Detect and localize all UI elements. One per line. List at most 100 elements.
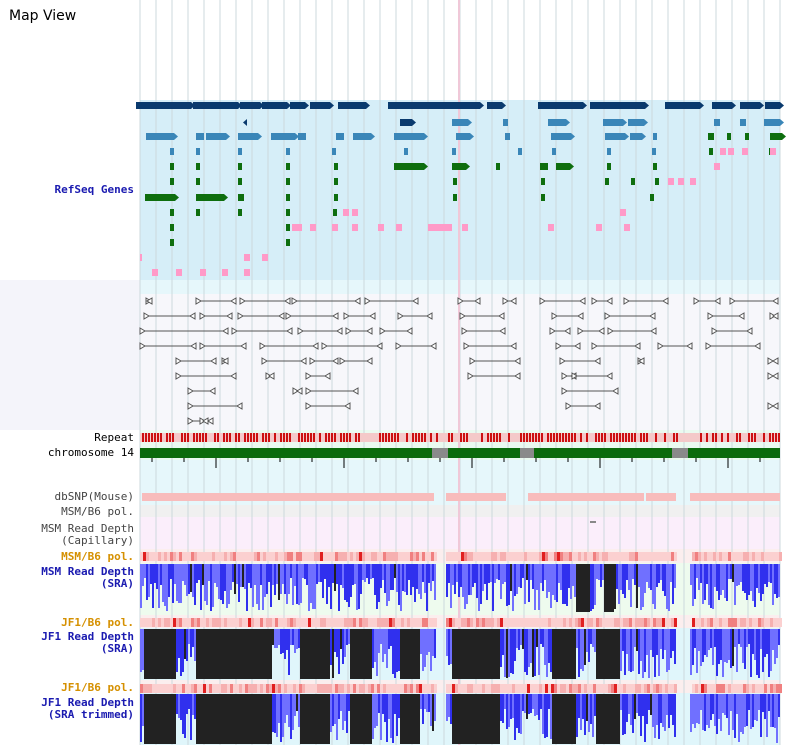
gene-feature bbox=[334, 194, 338, 201]
gene-feature bbox=[452, 163, 470, 170]
gene-feature bbox=[394, 133, 428, 140]
bac-end-pair bbox=[555, 342, 581, 350]
bac-end-pair bbox=[237, 312, 285, 320]
gene-feature bbox=[298, 133, 306, 140]
chromosome-bar bbox=[140, 448, 780, 458]
gene-feature bbox=[334, 163, 338, 170]
bac-end-pair bbox=[571, 372, 613, 380]
gene-feature bbox=[709, 148, 713, 155]
gene-feature bbox=[548, 119, 570, 126]
gene-feature bbox=[628, 119, 648, 126]
gene-feature bbox=[286, 148, 290, 155]
refseq-genes-label[interactable]: RefSeq Genes bbox=[54, 183, 134, 196]
gene-feature bbox=[631, 178, 635, 185]
bac-end-pair bbox=[637, 357, 645, 365]
bac-end-pair bbox=[565, 402, 601, 410]
gene-feature bbox=[605, 133, 629, 140]
bac-end-pair bbox=[259, 342, 319, 350]
bac-end-pair bbox=[397, 312, 433, 320]
bac-end-pair bbox=[145, 297, 153, 305]
bac-end-pair bbox=[343, 312, 376, 320]
pink-transcript bbox=[770, 148, 776, 155]
gene-feature bbox=[630, 133, 646, 140]
bac-end-pair bbox=[309, 357, 339, 365]
gene-feature bbox=[196, 133, 204, 140]
pink-transcript bbox=[428, 224, 452, 231]
jf1-b6-pol-label-1: JF1/B6 pol. bbox=[61, 616, 134, 629]
pink-transcript bbox=[690, 178, 696, 185]
bac-end-pair bbox=[591, 342, 641, 350]
gene-feature bbox=[290, 102, 309, 109]
chromosome-ideogram[interactable] bbox=[528, 50, 658, 66]
bac-end-pair bbox=[221, 357, 229, 365]
pink-transcript bbox=[352, 224, 358, 231]
axis-tick-label: 4800000 bbox=[190, 469, 237, 482]
bac-end-pair bbox=[187, 402, 243, 410]
gene-feature bbox=[238, 194, 244, 201]
bac-end-pair bbox=[305, 387, 359, 395]
bac-end-pair bbox=[175, 357, 217, 365]
gene-feature bbox=[745, 133, 749, 140]
bac-end-pair bbox=[395, 342, 437, 350]
bac-end-pair bbox=[285, 312, 339, 320]
gene-feature bbox=[170, 178, 174, 185]
gene-feature bbox=[400, 119, 416, 126]
dbsnp-label: dbSNP(Mouse) bbox=[54, 490, 134, 503]
gene-feature bbox=[456, 133, 474, 140]
axis-tick-label: 6000000 bbox=[574, 469, 621, 482]
chromosome-label: chromosome 14 bbox=[47, 446, 134, 459]
jf1-b6-pol-label-2: JF1/B6 pol. bbox=[61, 681, 134, 694]
gene-feature bbox=[286, 209, 290, 216]
msm-b6-pol-label-2: MSM/B6 pol. bbox=[61, 550, 134, 563]
bac-end-pair bbox=[231, 327, 293, 335]
gene-feature bbox=[404, 148, 408, 155]
gene-feature bbox=[170, 224, 174, 231]
gene-feature bbox=[496, 163, 500, 170]
jf1-depth-sra-label-1: JF1 Read Depth bbox=[41, 630, 134, 643]
bac-end-pair bbox=[305, 372, 331, 380]
bac-end-pair bbox=[459, 312, 505, 320]
bac-end-pair bbox=[175, 372, 237, 380]
gene-feature bbox=[240, 102, 264, 109]
chromosome-gap bbox=[520, 448, 534, 458]
pink-transcript bbox=[728, 148, 734, 155]
pink-transcript bbox=[200, 269, 206, 276]
gene-feature bbox=[607, 148, 611, 155]
gene-feature bbox=[540, 163, 548, 170]
pink-transcript bbox=[678, 178, 684, 185]
gene-feature bbox=[541, 194, 545, 201]
gene-feature bbox=[552, 148, 556, 155]
gene-feature bbox=[518, 148, 522, 155]
gene-feature bbox=[769, 148, 773, 155]
pink-transcript bbox=[292, 224, 302, 231]
gene-feature bbox=[708, 133, 714, 140]
axis-tick-label: 6400000 bbox=[702, 469, 749, 482]
pink-transcript bbox=[624, 224, 630, 231]
gene-feature bbox=[332, 148, 336, 155]
gene-feature bbox=[271, 133, 299, 140]
gene-feature bbox=[665, 102, 704, 109]
gene-feature bbox=[653, 163, 657, 170]
pink-transcript bbox=[720, 148, 726, 155]
bac-end-pair bbox=[239, 297, 291, 305]
msm-depth-sra-label-1: MSM Read Depth bbox=[41, 565, 134, 578]
bac-end-pair bbox=[469, 357, 521, 365]
bac-end-pair bbox=[143, 312, 196, 320]
pink-transcript bbox=[310, 224, 316, 231]
bac-end-pair bbox=[291, 297, 361, 305]
bac-end-pair bbox=[549, 327, 571, 335]
gene-feature bbox=[196, 209, 200, 216]
gene-feature bbox=[394, 163, 428, 170]
pink-transcript bbox=[742, 148, 748, 155]
chromosome-gap bbox=[672, 448, 688, 458]
bac-end-pair bbox=[187, 417, 214, 425]
msm-depth-cap-label-1: MSM Read Depth bbox=[41, 522, 134, 535]
pink-transcript bbox=[244, 254, 250, 261]
gene-feature bbox=[336, 133, 344, 140]
msm-b6-pol-label-1: MSM/B6 pol. bbox=[61, 505, 134, 518]
gene-feature bbox=[196, 178, 200, 185]
bac-end-pair bbox=[705, 342, 761, 350]
bac-end-pair bbox=[711, 327, 753, 335]
bac-end-pair bbox=[139, 327, 229, 335]
gene-feature bbox=[170, 148, 174, 155]
